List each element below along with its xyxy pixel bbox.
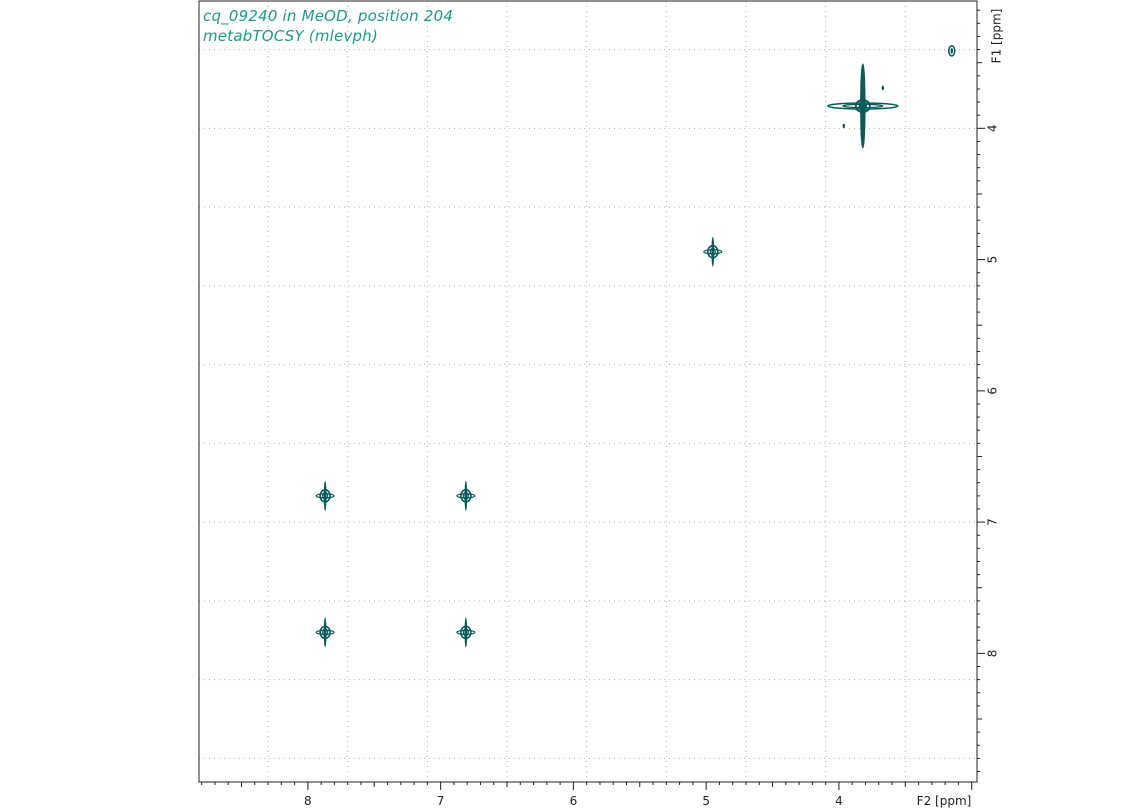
x-tick-label: 8 <box>304 794 312 808</box>
peak <box>456 480 476 511</box>
spectrum-title-line2: metabTOCSY (mlevph) <box>203 27 379 45</box>
plot-frame <box>198 0 978 783</box>
x-tick-label: 5 <box>702 794 710 808</box>
peak <box>827 63 899 149</box>
y-tick-label: 8 <box>986 650 1000 658</box>
peak <box>948 45 956 57</box>
peak <box>315 617 335 648</box>
x-tick-label: 6 <box>570 794 578 808</box>
peaks <box>315 45 956 648</box>
x-tick-label: 4 <box>835 794 843 808</box>
y-tick-label: 4 <box>986 125 1000 133</box>
x-axis-label: F2 [ppm] <box>917 794 972 808</box>
y-axis-label: F1 [ppm] <box>990 9 1004 64</box>
peak <box>315 480 335 511</box>
y-tick-label: 7 <box>986 518 1000 526</box>
x-tick-label: 7 <box>437 794 445 808</box>
x-axis: 8 7 6 5 4 <box>201 782 973 808</box>
y-axis: 4 5 6 7 8 <box>977 9 1000 772</box>
spectrum-title-line1: cq_09240 in MeOD, position 204 <box>203 7 454 25</box>
peak <box>456 617 476 648</box>
y-tick-label: 6 <box>986 387 1000 395</box>
grid <box>199 1 977 782</box>
y-tick-label: 5 <box>986 256 1000 264</box>
peak <box>703 236 723 267</box>
